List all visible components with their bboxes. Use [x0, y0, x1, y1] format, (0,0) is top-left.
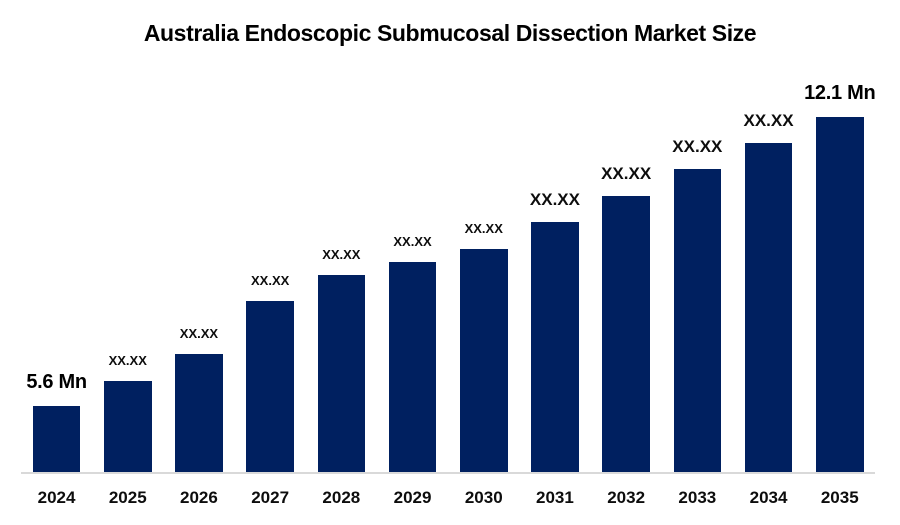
x-axis-label-2025: 2025 — [108, 488, 147, 507]
bar-value-label-2031: XX.XX — [529, 190, 580, 209]
x-axis-label-2027: 2027 — [251, 488, 290, 507]
bar-value-label-2032: XX.XX — [601, 164, 652, 183]
x-axis-label-2034: 2034 — [749, 488, 788, 507]
bar-value-label-2033: XX.XX — [672, 137, 723, 156]
x-axis-label-2029: 2029 — [393, 488, 432, 507]
bar-2029 — [388, 262, 437, 472]
bar-2030 — [460, 249, 508, 472]
bar-2026 — [175, 354, 223, 472]
bar-value-label-2035: 12.1 Mn — [804, 82, 876, 104]
bar-2024 — [32, 406, 81, 472]
chart-title: Australia Endoscopic Submucosal Dissecti… — [143, 20, 757, 46]
bar-2035 — [816, 117, 864, 472]
x-axis-line — [21, 472, 875, 474]
bar-value-label-2025: XX.XX — [108, 353, 147, 368]
bar-value-label-2027: XX.XX — [250, 273, 290, 288]
bar-value-label-2030: XX.XX — [464, 221, 503, 236]
bar-value-label-2028: XX.XX — [322, 247, 361, 262]
x-axis-label-2026: 2026 — [180, 488, 218, 507]
bar-2031 — [531, 222, 579, 472]
bar-2033 — [673, 169, 722, 472]
bar-2025 — [104, 381, 152, 472]
bar-2034 — [744, 143, 793, 472]
bar-value-label-2034: XX.XX — [743, 111, 794, 130]
x-axis-label-2035: 2035 — [820, 488, 859, 507]
bar-2028 — [317, 275, 366, 472]
x-axis-label-2031: 2031 — [536, 488, 574, 507]
x-axis-label-2024: 2024 — [37, 488, 76, 507]
bar-2032 — [602, 196, 650, 472]
x-axis-label-2030: 2030 — [464, 488, 503, 507]
x-axis-label-2028: 2028 — [322, 488, 361, 507]
bar-2027 — [246, 301, 294, 472]
x-axis-label-2032: 2032 — [607, 488, 646, 507]
x-axis-label-2033: 2033 — [678, 488, 717, 507]
bar-value-label-2029: XX.XX — [393, 234, 432, 249]
bar-value-label-2026: XX.XX — [179, 326, 219, 341]
bar-value-label-2024: 5.6 Mn — [26, 371, 87, 393]
